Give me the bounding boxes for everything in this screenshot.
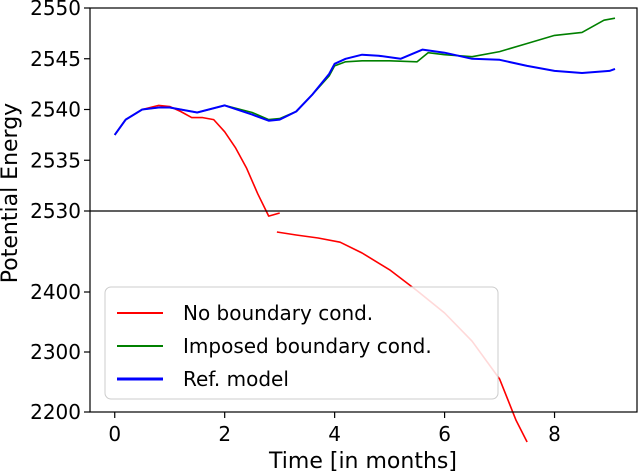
x-tick-label-2: 2: [218, 422, 231, 446]
y-axis-label: Potential Energy: [0, 103, 23, 283]
y-tick-label-2545: 2545: [30, 47, 81, 71]
legend-label-no-boundary: No boundary cond.: [183, 301, 373, 325]
series-line-3-upper: [113, 48, 616, 136]
x-axis-label: Time [in months]: [268, 449, 457, 472]
y-tick-label-2550: 2550: [30, 0, 81, 20]
plot-frame: [89, 7, 638, 413]
y-tick-label-2530: 2530: [30, 199, 81, 223]
y-tick-label-2400: 2400: [30, 280, 81, 304]
series-line-1-lower: [276, 231, 528, 443]
x-tick-label-0: 0: [108, 422, 121, 446]
y-tick-label-2535: 2535: [30, 148, 81, 172]
legend-label-imposed-boundary: Imposed boundary cond.: [183, 334, 432, 358]
x-tick-label-4: 4: [328, 422, 341, 446]
y-tick-label-2540: 2540: [30, 98, 81, 122]
legend-box: [104, 286, 499, 400]
ticks-layer: 0 2 4 6 8 2530 2535 2540 2545 2550 2200 2300 2400: [30, 0, 561, 446]
series-layer: [113, 17, 616, 443]
legend: No boundary cond. Imposed boundary cond.…: [104, 286, 499, 400]
legend-label-ref-model: Ref. model: [183, 367, 289, 391]
x-tick-label-8: 8: [548, 422, 561, 446]
y-tick-label-2300: 2300: [30, 340, 81, 364]
y-tick-label-2200: 2200: [30, 400, 81, 424]
x-tick-label-6: 6: [438, 422, 451, 446]
